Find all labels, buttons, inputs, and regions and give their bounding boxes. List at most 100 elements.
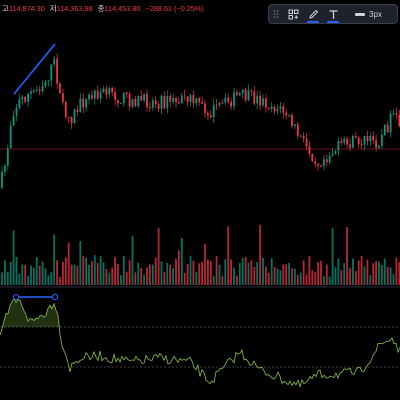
volume-bar	[140, 267, 143, 285]
candle-body	[285, 112, 288, 116]
trend-handle-right[interactable]	[51, 293, 59, 301]
candle-body	[38, 89, 41, 92]
volume-bar	[12, 230, 15, 285]
candle-body	[265, 98, 267, 108]
candle-body	[314, 161, 317, 164]
volume-bar	[64, 257, 67, 285]
candle-body	[24, 96, 27, 102]
candle-body	[294, 124, 296, 127]
volume-bar	[21, 264, 24, 285]
volume-bar	[372, 263, 375, 285]
candle-body	[102, 88, 105, 93]
oscillator-overbought-fill	[0, 298, 62, 327]
line-width-selector[interactable]: 3px	[351, 4, 386, 24]
candle-body	[172, 97, 174, 102]
text-button[interactable]	[323, 4, 343, 24]
candle-body	[369, 135, 372, 142]
candle-body	[354, 135, 357, 138]
drag-grip-icon[interactable]	[269, 4, 283, 24]
candle-body	[140, 95, 143, 101]
volume-bar	[82, 256, 85, 285]
volume-bar	[88, 264, 90, 285]
candle-body	[108, 87, 111, 95]
candle-body	[149, 107, 151, 109]
volume-bar	[381, 264, 383, 285]
candle-body	[125, 92, 128, 94]
volume-bar	[117, 263, 119, 285]
volume-bar	[85, 257, 87, 285]
candle-body	[122, 92, 125, 104]
candle-body	[131, 98, 134, 107]
volume-bar	[108, 272, 111, 285]
candle-body	[85, 99, 87, 108]
candle-body	[320, 165, 322, 167]
volume-bar	[267, 272, 270, 285]
volume-bar	[262, 257, 264, 285]
volume-bar	[331, 228, 334, 285]
candle-body	[273, 106, 276, 112]
volume-bar	[154, 257, 157, 285]
volume-bar	[195, 272, 198, 285]
volume-bar	[44, 268, 47, 285]
ohlc-legend: 고114,874.30 저114,363.98 종114,453.80 −288…	[2, 3, 207, 14]
pencil-button[interactable]	[303, 4, 323, 24]
candle-body	[201, 102, 203, 104]
candle-body	[288, 115, 290, 117]
candle-body	[76, 109, 79, 112]
volume-bar	[163, 271, 166, 285]
candle-body	[218, 102, 221, 105]
volume-bar	[305, 274, 308, 285]
volume-bar	[398, 262, 400, 285]
candle-body	[160, 96, 163, 109]
candle-body	[79, 98, 82, 112]
candle-body	[91, 94, 93, 99]
volume-bar	[30, 265, 32, 285]
candle-body	[59, 83, 61, 94]
candle-body	[352, 135, 354, 148]
candle-body	[186, 96, 189, 102]
candle-body	[389, 113, 392, 133]
volume-bar	[4, 260, 6, 285]
volume-bar	[99, 256, 102, 285]
candle-body	[227, 97, 230, 102]
volume-bar	[76, 266, 79, 285]
object-tree-button[interactable]	[283, 4, 303, 24]
candle-body	[236, 92, 238, 96]
volume-bar	[346, 227, 348, 285]
trend-line-drawing[interactable]	[13, 43, 56, 95]
candle-body	[35, 89, 38, 91]
candle-body	[378, 145, 380, 148]
candle-body	[204, 103, 206, 114]
low-label: 저	[49, 4, 57, 13]
candle-body	[375, 140, 377, 148]
candle-body	[56, 58, 58, 84]
candle-body	[215, 104, 218, 106]
volume-bar	[93, 255, 96, 285]
candle-body	[189, 95, 192, 102]
volume-bar	[276, 268, 279, 285]
candle-body	[166, 95, 169, 109]
candle-body	[44, 81, 47, 87]
candle-body	[238, 93, 241, 96]
text-icon	[329, 9, 337, 19]
candle-body	[337, 140, 340, 151]
trend-handle-left[interactable]	[12, 293, 20, 301]
volume-bar	[334, 267, 337, 285]
candle-body	[256, 95, 259, 104]
volume-bar	[79, 241, 82, 285]
volume-bar	[294, 268, 296, 285]
candle-body	[178, 102, 180, 104]
candle-body	[62, 93, 64, 103]
volume-bar	[250, 260, 253, 285]
candle-body	[64, 102, 67, 117]
volume-bar	[238, 262, 241, 285]
volume-bar	[33, 267, 35, 285]
volume-bar	[70, 264, 73, 285]
volume-bar	[352, 258, 354, 285]
candle-body	[169, 95, 172, 102]
line-width-label: 3px	[369, 9, 382, 19]
volume-bar	[166, 263, 169, 285]
volume-bar	[311, 270, 314, 285]
candle-body	[1, 171, 3, 188]
